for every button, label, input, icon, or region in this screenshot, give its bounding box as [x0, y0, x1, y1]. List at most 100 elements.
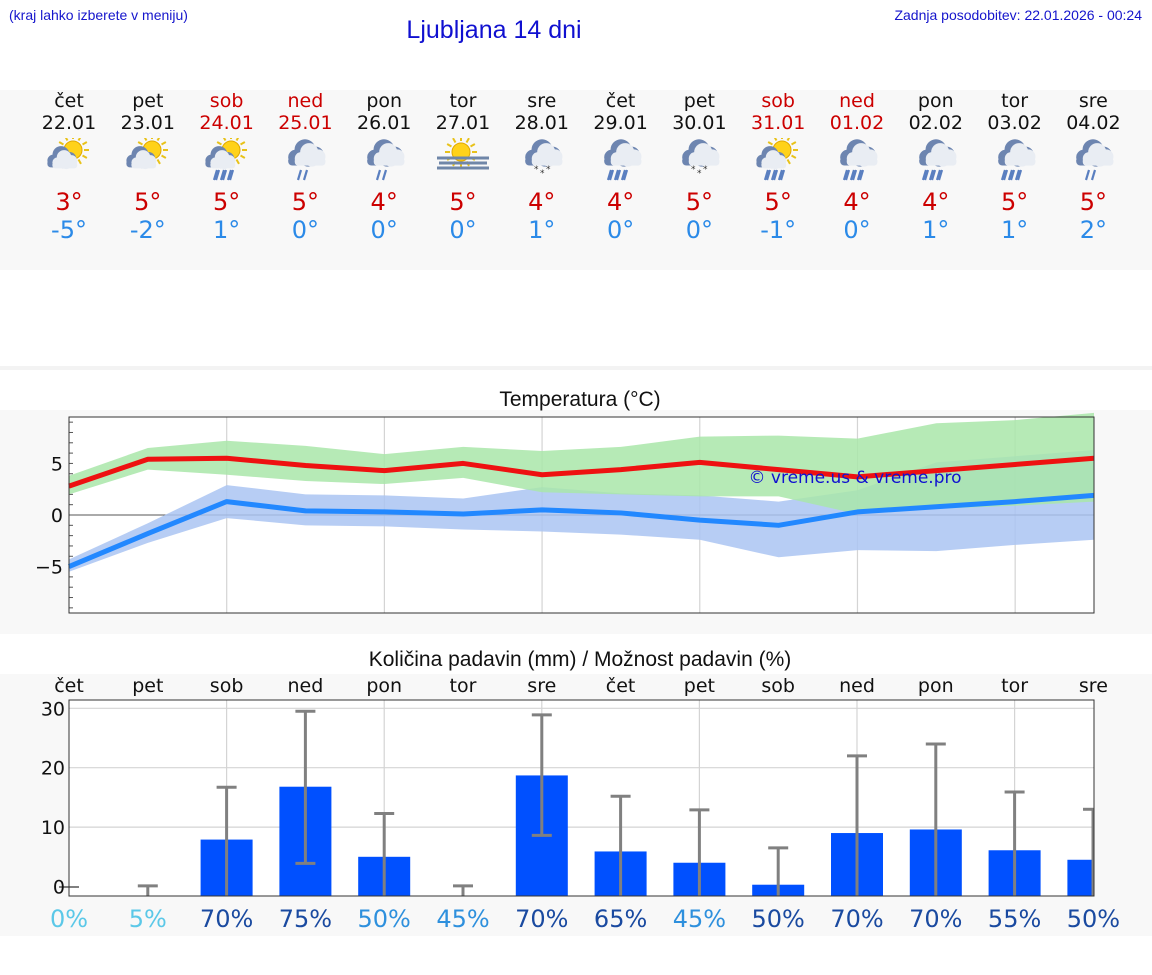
temp-max: 4°	[606, 188, 635, 216]
day-date: 01.02	[829, 112, 885, 134]
raindrop	[382, 169, 388, 181]
day-date: 23.01	[120, 112, 175, 134]
temperature-chart-title: Temperatura (°C)	[499, 388, 661, 411]
temp-max: 4°	[528, 188, 556, 216]
raindrop	[766, 169, 772, 181]
min-temp-line	[68, 492, 1095, 569]
y-tick-label: 0	[53, 876, 65, 898]
day-column: ned 25.01 5° 0°	[265, 90, 345, 244]
day-date: 03.02	[987, 112, 1042, 134]
precip-probability-label: 70%	[515, 905, 568, 933]
x-tick-label: tor	[450, 675, 477, 697]
raindrop	[613, 169, 619, 181]
raindrop	[214, 169, 220, 181]
raindrop	[1007, 169, 1013, 181]
max-temp-line	[68, 455, 1095, 489]
day-name: sre	[527, 90, 557, 112]
precip-probability-label: 45%	[673, 905, 726, 933]
temp-min: 2°	[1079, 216, 1108, 244]
separator	[0, 366, 1152, 370]
cloud-rain-icon	[288, 139, 326, 181]
y-tick-label: 5	[51, 453, 63, 475]
day-date: 04.02	[1066, 112, 1121, 134]
max-temp-range-band	[69, 412, 1094, 514]
raindrop	[1085, 169, 1091, 181]
day-date: 02.02	[908, 112, 963, 134]
precip-probability-label: 0%	[50, 905, 88, 933]
raindrop	[1016, 169, 1022, 181]
cloud-rain-icon	[367, 139, 405, 181]
temp-min: -1°	[760, 216, 797, 244]
precip-probability-label: 75%	[279, 905, 332, 933]
day-date: 24.01	[199, 112, 254, 134]
precip-probability-label: 70%	[909, 905, 962, 933]
cloud-heavy-rain-icon	[603, 139, 642, 181]
day-name: pon	[366, 90, 403, 112]
raindrop	[851, 169, 858, 181]
day-column: pet 30.01 * * * 5° 0°	[659, 90, 739, 244]
sun-cloud-rain-icon	[756, 138, 799, 181]
y-tick-label: 30	[41, 698, 65, 720]
precip-probability-label: 5%	[129, 905, 167, 933]
raindrop	[615, 169, 621, 181]
raindrop	[1000, 169, 1006, 181]
temp-min: 1°	[528, 216, 556, 244]
precip-probability-label: 65%	[594, 905, 647, 933]
day-column: tor 03.02 5° 1°	[975, 90, 1055, 244]
day-column: pon 02.02 4° 1°	[896, 90, 976, 244]
raindrop	[228, 169, 234, 181]
y-tick-label: 0	[51, 505, 63, 527]
x-tick-label: pon	[918, 675, 954, 697]
raindrop	[297, 169, 303, 181]
raindrop	[606, 169, 612, 181]
x-tick-label: sob	[761, 675, 795, 697]
cloud-heavy-rain-icon	[918, 139, 957, 181]
snowflake: *	[691, 165, 696, 175]
cloud-heavy-rain-icon	[840, 139, 878, 181]
day-name: tor	[1001, 90, 1029, 112]
precip-probability-label: 50%	[358, 905, 411, 933]
precip-probability-label: 70%	[830, 905, 883, 933]
day-date: 25.01	[278, 112, 333, 134]
precipitation-chart-title: Količina padavin (mm) / Možnost padavin …	[368, 648, 792, 671]
raindrop	[937, 169, 943, 181]
sun-fog-icon	[437, 138, 489, 170]
temp-min: 0°	[843, 216, 871, 244]
snowflake: *	[703, 165, 708, 175]
day-name: sob	[761, 90, 795, 112]
raindrop	[773, 169, 779, 181]
x-tick-label: pon	[366, 675, 402, 697]
raindrop	[221, 169, 227, 181]
raindrop	[376, 169, 382, 181]
precip-probability-label: 45%	[436, 905, 489, 933]
raindrop	[303, 169, 309, 181]
temp-max: 5°	[1000, 188, 1029, 216]
day-name: ned	[839, 90, 875, 112]
x-tick-label: čet	[606, 675, 636, 697]
raindrop	[622, 169, 628, 181]
raindrop	[771, 169, 777, 181]
temp-max: 5°	[291, 188, 320, 216]
day-column: pon 26.01 4° 0°	[344, 90, 424, 244]
cloud-rain-icon	[1076, 139, 1114, 181]
precip-bar	[1067, 859, 1094, 896]
day-date: 22.01	[41, 112, 97, 134]
watermark: © vreme.us & vreme.pro	[748, 468, 961, 488]
temp-max: 5°	[764, 188, 792, 216]
x-tick-label: sob	[210, 675, 244, 697]
day-date: 29.01	[593, 112, 648, 134]
raindrop	[1002, 169, 1008, 181]
cloud-snow-icon: * * *	[682, 139, 720, 179]
raindrop	[849, 169, 856, 181]
plot-frame	[68, 416, 1095, 614]
temp-max: 5°	[449, 188, 477, 216]
x-tick-label: sre	[527, 675, 556, 697]
raindrop	[780, 169, 786, 181]
raindrop	[226, 169, 232, 181]
temp-min: 0°	[449, 216, 477, 244]
raindrop	[921, 169, 927, 181]
raindrop	[1091, 169, 1097, 181]
temp-min: 0°	[370, 216, 398, 244]
raindrop	[842, 169, 849, 181]
day-column: sob 31.01 5° -1°	[738, 90, 818, 244]
